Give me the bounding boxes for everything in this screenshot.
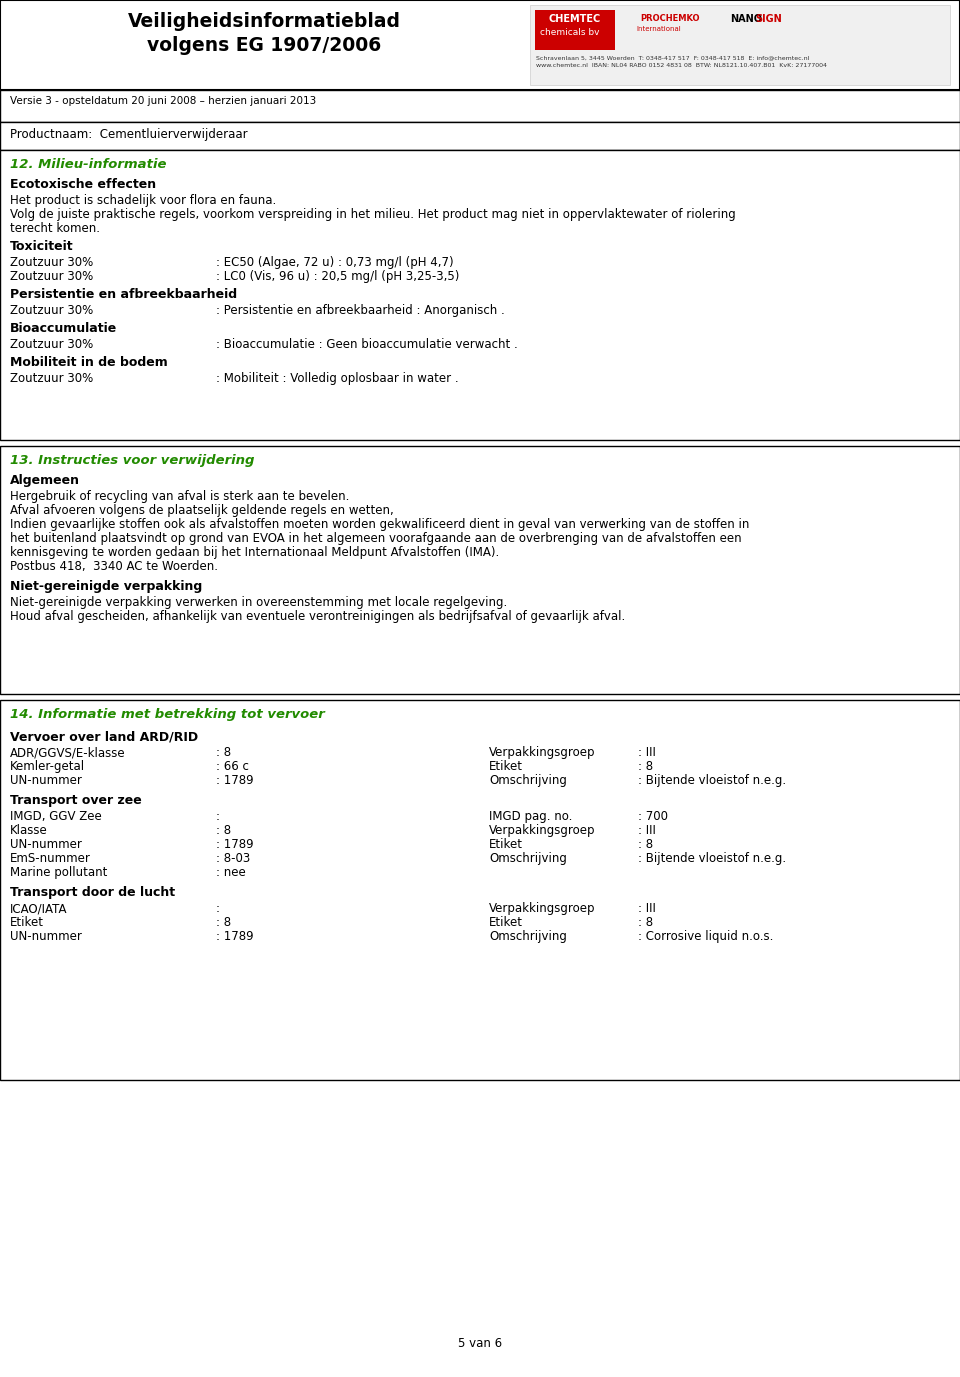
Text: : III: : III <box>638 746 656 759</box>
Text: : Mobiliteit : Volledig oplosbaar in water .: : Mobiliteit : Volledig oplosbaar in wat… <box>216 372 459 386</box>
Text: : LC0 (Vis, 96 u) : 20,5 mg/l (pH 3,25-3,5): : LC0 (Vis, 96 u) : 20,5 mg/l (pH 3,25-3… <box>216 270 460 284</box>
Text: 5 van 6: 5 van 6 <box>458 1337 502 1349</box>
Text: EmS-nummer: EmS-nummer <box>10 852 91 865</box>
Text: : 8: : 8 <box>638 916 653 929</box>
Text: Niet-gereinigde verpakking verwerken in overeenstemming met locale regelgeving.: Niet-gereinigde verpakking verwerken in … <box>10 596 507 609</box>
Text: Postbus 418,  3340 AC te Woerden.: Postbus 418, 3340 AC te Woerden. <box>10 560 218 573</box>
Text: 13. Instructies voor verwijdering: 13. Instructies voor verwijdering <box>10 454 254 467</box>
Text: Vervoer over land ARD/RID: Vervoer over land ARD/RID <box>10 730 198 744</box>
Text: UN-nummer: UN-nummer <box>10 774 82 788</box>
Text: chemicals bv: chemicals bv <box>540 28 599 37</box>
Text: : 1789: : 1789 <box>216 839 253 851</box>
Text: Productnaam:  Cementluierverwijderaar: Productnaam: Cementluierverwijderaar <box>10 128 248 140</box>
Text: IMGD, GGV Zee: IMGD, GGV Zee <box>10 810 102 823</box>
Bar <box>0 90 960 123</box>
Text: Zoutzuur 30%: Zoutzuur 30% <box>10 256 93 269</box>
Text: Bioaccumulatie: Bioaccumulatie <box>10 322 117 335</box>
Text: Transport over zee: Transport over zee <box>10 795 142 807</box>
Text: : 8: : 8 <box>638 839 653 851</box>
Text: : Bijtende vloeistof n.e.g.: : Bijtende vloeistof n.e.g. <box>638 774 786 788</box>
Bar <box>0 150 960 441</box>
Text: : 8: : 8 <box>216 746 231 759</box>
Text: PROCHEMKO: PROCHEMKO <box>640 14 700 23</box>
Bar <box>530 6 950 85</box>
Text: CHEMTEC: CHEMTEC <box>549 14 601 23</box>
Text: :: : <box>216 810 220 823</box>
Text: Etiket: Etiket <box>10 916 44 929</box>
Text: Klasse: Klasse <box>10 823 48 837</box>
Text: Toxiciteit: Toxiciteit <box>10 240 74 253</box>
Text: Volg de juiste praktische regels, voorkom verspreiding in het milieu. Het produc: Volg de juiste praktische regels, voorko… <box>10 208 735 220</box>
Bar <box>0 700 960 1080</box>
Text: : 8-03: : 8-03 <box>216 852 251 865</box>
Text: Transport door de lucht: Transport door de lucht <box>10 885 175 899</box>
Text: Mobiliteit in de bodem: Mobiliteit in de bodem <box>10 357 168 369</box>
Bar <box>0 446 960 694</box>
Text: SIGN: SIGN <box>755 14 781 23</box>
Text: volgens EG 1907/2006: volgens EG 1907/2006 <box>147 36 381 55</box>
Text: : 8: : 8 <box>216 823 231 837</box>
Text: Zoutzuur 30%: Zoutzuur 30% <box>10 304 93 317</box>
Text: Veiligheidsinformatieblad: Veiligheidsinformatieblad <box>128 12 400 32</box>
Text: IMGD pag. no.: IMGD pag. no. <box>489 810 572 823</box>
Text: Etiket: Etiket <box>489 760 523 772</box>
Text: : EC50 (Algae, 72 u) : 0,73 mg/l (pH 4,7): : EC50 (Algae, 72 u) : 0,73 mg/l (pH 4,7… <box>216 256 454 269</box>
Text: Zoutzuur 30%: Zoutzuur 30% <box>10 270 93 284</box>
Text: UN-nummer: UN-nummer <box>10 929 82 943</box>
Text: Kemler-getal: Kemler-getal <box>10 760 85 772</box>
Text: UN-nummer: UN-nummer <box>10 839 82 851</box>
Text: : III: : III <box>638 823 656 837</box>
Text: : 1789: : 1789 <box>216 929 253 943</box>
Text: :: : <box>216 902 220 914</box>
Text: Etiket: Etiket <box>489 839 523 851</box>
Text: : Persistentie en afbreekbaarheid : Anorganisch .: : Persistentie en afbreekbaarheid : Anor… <box>216 304 505 317</box>
Text: www.chemtec.nl  IBAN: NL04 RABO 0152 4831 08  BTW: NL8121.10.407.B01  KvK: 27177: www.chemtec.nl IBAN: NL04 RABO 0152 4831… <box>536 63 827 67</box>
Text: 12. Milieu-informatie: 12. Milieu-informatie <box>10 158 166 171</box>
Text: Houd afval gescheiden, afhankelijk van eventuele verontreinigingen als bedrijfsa: Houd afval gescheiden, afhankelijk van e… <box>10 610 625 622</box>
Text: Versie 3 - opsteldatum 20 juni 2008 – herzien januari 2013: Versie 3 - opsteldatum 20 juni 2008 – he… <box>10 96 316 106</box>
Text: Zoutzuur 30%: Zoutzuur 30% <box>10 337 93 351</box>
Text: Hergebruik of recycling van afval is sterk aan te bevelen.: Hergebruik of recycling van afval is ste… <box>10 490 349 503</box>
Text: : 1789: : 1789 <box>216 774 253 788</box>
Bar <box>0 0 960 90</box>
Text: Afval afvoeren volgens de plaatselijk geldende regels en wetten,: Afval afvoeren volgens de plaatselijk ge… <box>10 504 394 516</box>
Text: Persistentie en afbreekbaarheid: Persistentie en afbreekbaarheid <box>10 288 237 302</box>
Text: Indien gevaarlijke stoffen ook als afvalstoffen moeten worden gekwalificeerd die: Indien gevaarlijke stoffen ook als afval… <box>10 518 750 532</box>
Text: Algemeen: Algemeen <box>10 474 80 487</box>
Text: Schravenlaan 5, 3445 Woerden  T: 0348-417 517  F: 0348-417 518  E: info@chemtec.: Schravenlaan 5, 3445 Woerden T: 0348-417… <box>536 55 809 61</box>
Text: ICAO/IATA: ICAO/IATA <box>10 902 67 914</box>
Text: Marine pollutant: Marine pollutant <box>10 866 108 879</box>
Text: Verpakkingsgroep: Verpakkingsgroep <box>489 746 595 759</box>
Text: Etiket: Etiket <box>489 916 523 929</box>
Text: Omschrijving: Omschrijving <box>489 852 566 865</box>
Text: terecht komen.: terecht komen. <box>10 222 100 235</box>
Text: Verpakkingsgroep: Verpakkingsgroep <box>489 823 595 837</box>
Text: : nee: : nee <box>216 866 246 879</box>
Text: Ecotoxische effecten: Ecotoxische effecten <box>10 178 156 191</box>
Text: ADR/GGVS/E-klasse: ADR/GGVS/E-klasse <box>10 746 126 759</box>
Bar <box>535 10 615 50</box>
Text: het buitenland plaatsvindt op grond van EVOA in het algemeen voorafgaande aan de: het buitenland plaatsvindt op grond van … <box>10 532 742 545</box>
Text: : Corrosive liquid n.o.s.: : Corrosive liquid n.o.s. <box>638 929 774 943</box>
Text: NANO: NANO <box>730 14 762 23</box>
Text: : 700: : 700 <box>638 810 668 823</box>
Text: : 66 c: : 66 c <box>216 760 249 772</box>
Text: Zoutzuur 30%: Zoutzuur 30% <box>10 372 93 386</box>
Text: : Bijtende vloeistof n.e.g.: : Bijtende vloeistof n.e.g. <box>638 852 786 865</box>
Text: : Bioaccumulatie : Geen bioaccumulatie verwacht .: : Bioaccumulatie : Geen bioaccumulatie v… <box>216 337 517 351</box>
Text: Het product is schadelijk voor flora en fauna.: Het product is schadelijk voor flora en … <box>10 194 276 207</box>
Bar <box>0 123 960 150</box>
Text: : 8: : 8 <box>638 760 653 772</box>
Text: : 8: : 8 <box>216 916 231 929</box>
Text: Niet-gereinigde verpakking: Niet-gereinigde verpakking <box>10 580 203 593</box>
Text: International: International <box>636 26 681 32</box>
Text: : III: : III <box>638 902 656 914</box>
Text: Verpakkingsgroep: Verpakkingsgroep <box>489 902 595 914</box>
Text: 14. Informatie met betrekking tot vervoer: 14. Informatie met betrekking tot vervoe… <box>10 708 324 722</box>
Text: Omschrijving: Omschrijving <box>489 929 566 943</box>
Text: kennisgeving te worden gedaan bij het Internationaal Meldpunt Afvalstoffen (IMA): kennisgeving te worden gedaan bij het In… <box>10 547 499 559</box>
Text: Omschrijving: Omschrijving <box>489 774 566 788</box>
